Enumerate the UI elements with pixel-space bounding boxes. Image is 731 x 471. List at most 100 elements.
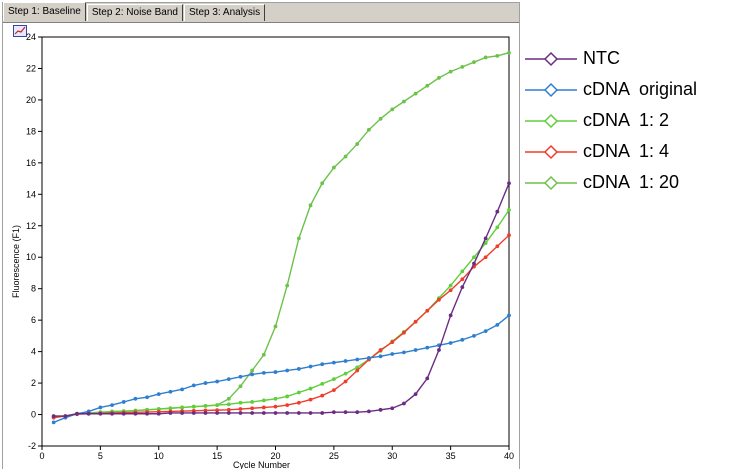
legend-diamond-marker-icon <box>525 175 577 191</box>
data-point <box>226 411 231 415</box>
data-point <box>495 244 500 249</box>
data-point <box>110 411 114 416</box>
legend-diamond-marker-icon <box>525 144 577 160</box>
data-point <box>507 50 511 55</box>
series-2 <box>51 208 511 419</box>
legend-label: cDNA 1: 20 <box>583 172 680 192</box>
data-point <box>460 269 465 274</box>
data-point <box>437 76 441 80</box>
y-tick-label: 24 <box>26 32 36 42</box>
data-point <box>285 411 290 415</box>
data-point <box>273 411 278 415</box>
y-tick-label: 20 <box>26 95 36 105</box>
data-point <box>121 411 126 416</box>
data-point <box>296 367 301 371</box>
data-point <box>495 322 500 327</box>
y-tick-label: 14 <box>26 189 36 199</box>
data-point <box>145 395 149 400</box>
data-point <box>98 405 103 410</box>
x-tick-label: 0 <box>39 451 44 461</box>
plot-area: -2 0 2 4 6 8 10 12 14 16 18 20 22 24 0 5 10 15 20 25 30 35 40 C… <box>3 22 519 469</box>
data-point <box>226 396 231 401</box>
x-axis-title: Cycle Number <box>233 460 290 469</box>
data-point <box>308 203 313 208</box>
data-point <box>133 396 138 401</box>
legend-diamond-marker-icon <box>525 82 577 98</box>
data-point <box>390 107 395 112</box>
legend-item: cDNA 1: 2 <box>525 107 731 135</box>
legend-label: cDNA 1: 2 <box>583 110 670 130</box>
series-line <box>53 234 510 419</box>
data-point <box>203 381 208 385</box>
data-point <box>133 411 138 416</box>
data-point <box>308 397 313 402</box>
data-point <box>51 414 56 419</box>
data-point <box>86 411 91 416</box>
data-point <box>355 365 360 370</box>
data-point <box>460 64 465 69</box>
y-tick-label: 18 <box>26 126 36 136</box>
tab-baseline[interactable]: Step 1: Baseline <box>3 2 86 21</box>
data-point <box>425 83 430 88</box>
data-point <box>483 236 488 241</box>
data-point <box>472 333 476 338</box>
x-tick-label: 15 <box>212 451 222 461</box>
data-point <box>308 386 313 391</box>
data-point <box>448 341 453 345</box>
data-point <box>191 383 196 388</box>
data-point <box>331 388 336 393</box>
data-point <box>413 91 418 96</box>
data-point <box>355 410 360 415</box>
series-line <box>53 209 510 418</box>
tab-noise-band[interactable]: Step 2: Noise Band <box>86 4 183 21</box>
data-point <box>460 277 465 282</box>
data-point <box>390 340 395 345</box>
tab-analysis[interactable]: Step 3: Analysis <box>184 4 266 21</box>
data-point <box>296 400 301 405</box>
series-line <box>53 183 510 417</box>
step-tab-bar: Step 1: Baseline Step 2: Noise Band Step… <box>3 2 266 21</box>
data-point <box>507 181 511 186</box>
y-tick-label: 12 <box>26 221 36 231</box>
data-point <box>390 406 395 411</box>
data-point <box>308 364 313 369</box>
data-point <box>425 345 430 350</box>
data-point <box>448 313 453 318</box>
data-point <box>320 393 325 398</box>
data-point <box>355 368 360 373</box>
data-point <box>226 402 231 407</box>
data-point <box>121 400 126 404</box>
data-point <box>238 384 243 389</box>
data-point <box>378 354 383 359</box>
y-tick-label: 16 <box>26 158 36 168</box>
data-point <box>180 405 185 410</box>
data-point <box>98 411 103 416</box>
x-tick-label: 35 <box>446 451 456 461</box>
x-tick-label: 40 <box>504 451 514 461</box>
legend-item: cDNA 1: 20 <box>525 169 731 197</box>
data-point <box>331 165 336 170</box>
x-tick-label: 30 <box>387 451 397 461</box>
series-1 <box>51 313 511 425</box>
data-point <box>226 377 231 382</box>
y-tick-label: 8 <box>31 284 36 294</box>
data-point <box>285 403 290 407</box>
data-point <box>63 414 68 419</box>
data-point <box>250 411 255 415</box>
data-point <box>168 389 173 394</box>
data-point <box>331 410 336 415</box>
data-point <box>238 407 243 411</box>
data-point <box>156 407 161 411</box>
data-point <box>437 348 441 352</box>
data-point <box>355 357 360 362</box>
data-point <box>367 356 371 360</box>
chart-options-icon[interactable] <box>13 25 27 37</box>
data-point <box>273 370 278 374</box>
data-point <box>215 379 220 384</box>
series-4 <box>51 50 511 419</box>
legend-label: NTC <box>583 48 620 68</box>
data-point <box>145 411 149 416</box>
data-point <box>296 236 301 241</box>
plot-frame <box>41 36 510 447</box>
